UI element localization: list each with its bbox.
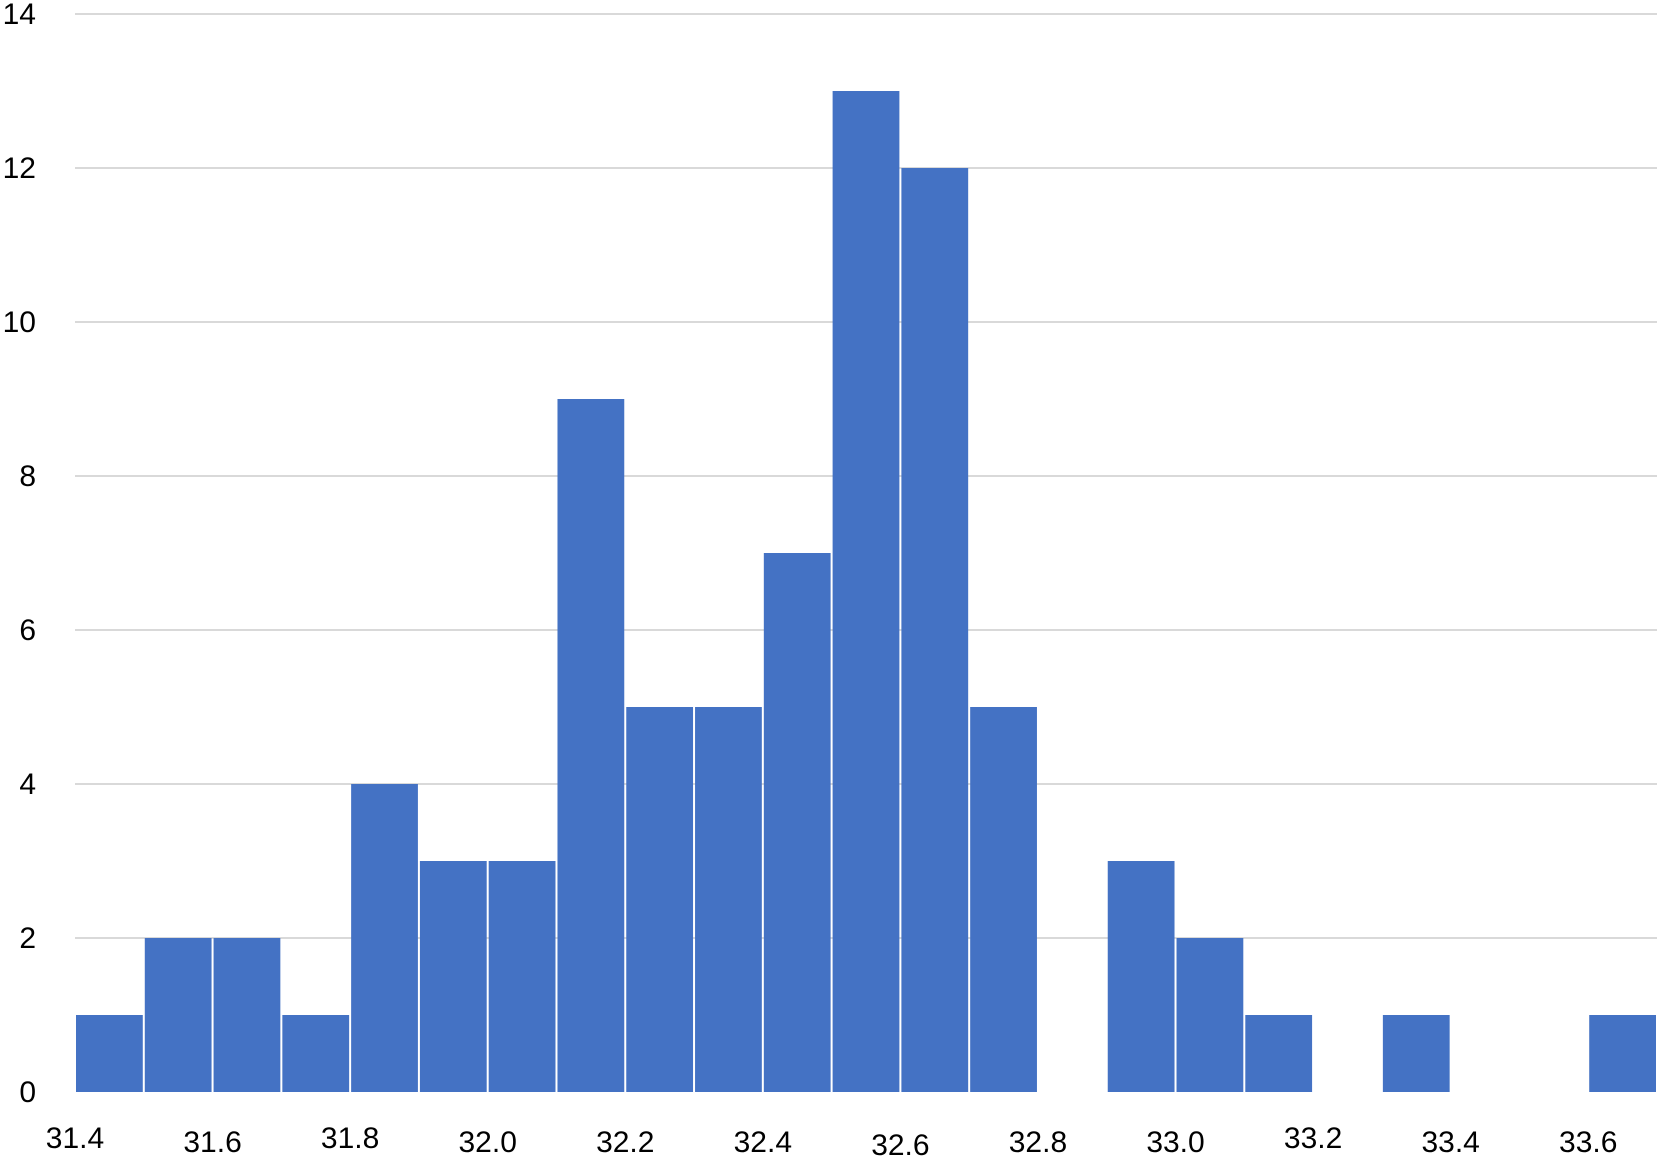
histogram-bar — [213, 938, 281, 1092]
y-tick-label: 10 — [3, 306, 36, 339]
histogram-bar — [557, 399, 625, 1092]
x-tick-label: 31.4 — [46, 1122, 104, 1155]
x-tick-label: 33.2 — [1284, 1122, 1342, 1155]
x-tick-label: 32.8 — [1009, 1126, 1067, 1159]
y-tick-label: 12 — [3, 152, 36, 185]
histogram-bar — [1589, 1015, 1656, 1092]
histogram-bar — [1107, 861, 1175, 1092]
histogram-bar — [763, 553, 831, 1092]
histogram-bar — [144, 938, 212, 1092]
histogram-bar — [488, 861, 556, 1092]
histogram-bar — [1245, 1015, 1313, 1092]
x-tick-label: 32.0 — [459, 1126, 517, 1159]
x-tick-label: 31.8 — [321, 1122, 379, 1155]
y-tick-label: 8 — [19, 460, 36, 493]
y-tick-label: 2 — [19, 922, 36, 955]
histogram-bar — [419, 861, 487, 1092]
histogram-bar — [695, 707, 762, 1092]
histogram-bar — [901, 168, 969, 1092]
histogram-bar — [76, 1015, 143, 1092]
histogram-bar — [626, 707, 694, 1092]
histogram-bar — [832, 91, 900, 1092]
histogram-bar — [282, 1015, 350, 1092]
x-tick-label: 32.2 — [596, 1126, 654, 1159]
y-tick-label: 6 — [19, 614, 36, 647]
x-tick-label: 31.6 — [183, 1126, 241, 1159]
y-tick-label: 14 — [3, 0, 36, 31]
histogram-bars — [76, 91, 1656, 1092]
histogram-bar — [1382, 1015, 1450, 1092]
x-tick-label: 32.6 — [871, 1129, 929, 1162]
x-tick-label: 33.0 — [1146, 1126, 1204, 1159]
histogram-bar — [1176, 938, 1244, 1092]
histogram-bar — [351, 784, 418, 1092]
x-axis-tick-labels: 31.4 31.6 31.8 32.0 32.2 32.4 32.6 32.8 33.0 33.2… — [46, 1122, 1618, 1162]
y-axis-tick-labels: 0 2 4 6 8 10 12 14 — [3, 0, 36, 1109]
y-tick-label: 0 — [19, 1076, 36, 1109]
x-tick-label: 32.4 — [734, 1126, 792, 1159]
y-tick-label: 4 — [19, 768, 36, 801]
x-tick-label: 33.6 — [1559, 1126, 1617, 1159]
histogram-bar — [970, 707, 1037, 1092]
x-tick-label: 33.4 — [1421, 1126, 1479, 1159]
